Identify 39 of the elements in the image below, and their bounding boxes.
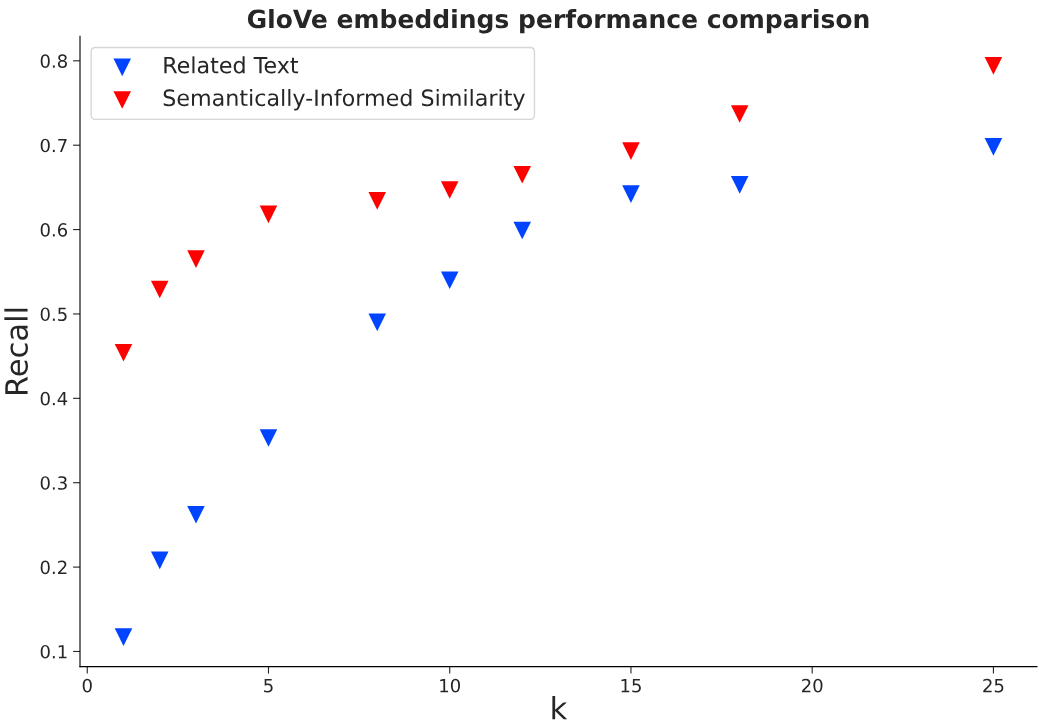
y-tick-label: 0.6	[40, 223, 68, 237]
y-tick-label: 0.5	[40, 307, 67, 322]
y-tick-label: 0.3	[40, 476, 67, 490]
legend-label: Semantically-Informed Similarity	[163, 88, 525, 111]
point	[187, 250, 205, 268]
x-tick-label: 25	[983, 678, 1004, 693]
y-tick-label: 0.7	[40, 138, 67, 153]
point	[114, 343, 133, 362]
point	[150, 280, 169, 299]
point	[984, 138, 1003, 156]
y-tick-label: 0.2	[40, 560, 67, 575]
y-tick-label: 0.4	[40, 391, 68, 406]
point	[259, 429, 278, 447]
point	[622, 185, 640, 203]
point	[259, 205, 278, 224]
chart-title: GloVe embeddings performance comparison	[247, 9, 869, 34]
x-axis-title: k	[552, 695, 568, 720]
y-tick-label: 0.1	[40, 644, 67, 659]
point	[150, 551, 169, 570]
legend-label: Related Text	[164, 56, 299, 74]
x-tick-label: 0	[82, 678, 92, 693]
point	[730, 105, 749, 123]
x-tick-label: 5	[264, 679, 273, 693]
point	[114, 628, 133, 646]
y-axis-title: Recall	[4, 308, 29, 395]
x-tick-label: 20	[802, 678, 823, 693]
point	[730, 176, 749, 194]
point	[513, 165, 531, 184]
point	[513, 221, 531, 240]
point	[368, 313, 387, 332]
x-tick-label: 10	[440, 678, 461, 693]
point	[622, 142, 640, 160]
point	[187, 505, 205, 524]
point	[440, 181, 459, 199]
y-tick-label: 0.8	[40, 54, 67, 68]
point	[368, 192, 387, 210]
x-tick-label: 15	[621, 679, 641, 693]
point	[984, 57, 1003, 75]
point	[440, 271, 459, 289]
